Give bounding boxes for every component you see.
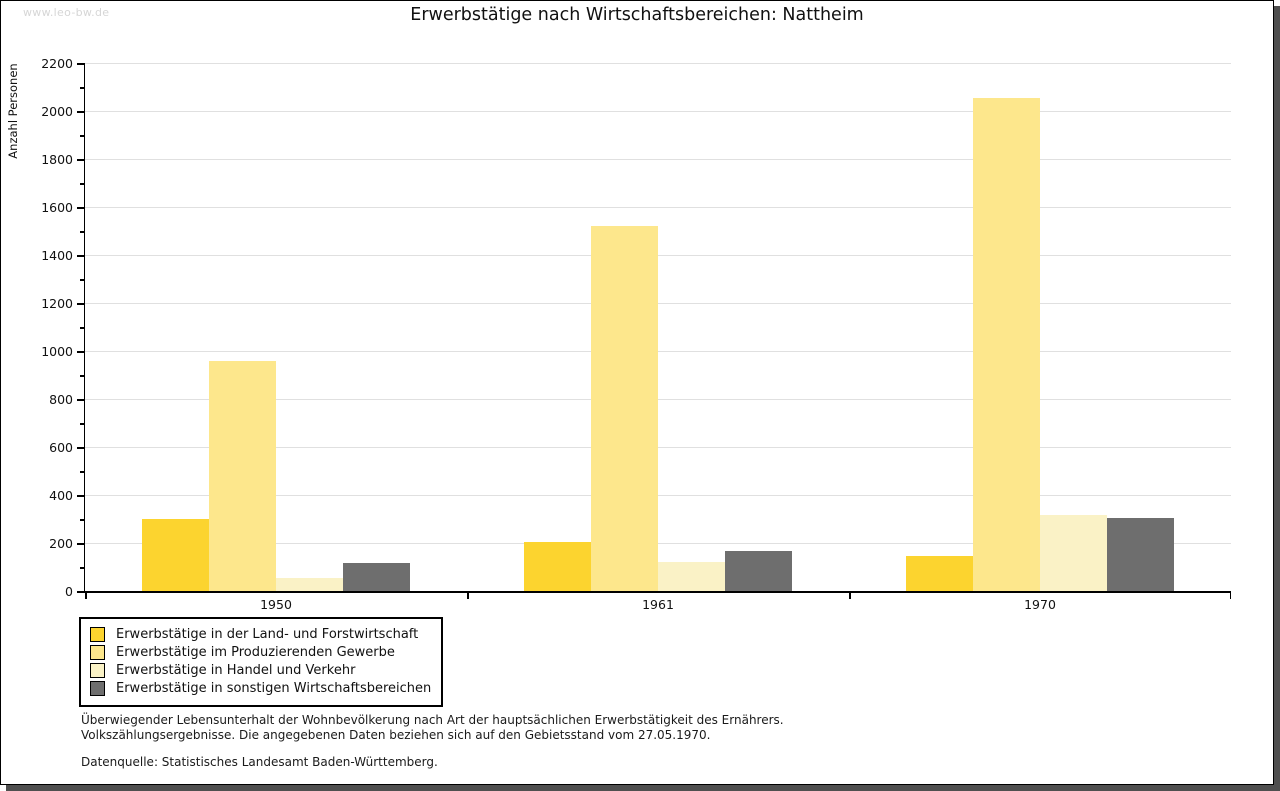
y-axis-tick (76, 447, 84, 449)
bar-1961-series-3 (658, 562, 725, 591)
y-axis-tick-label: 1400 (41, 248, 73, 263)
bar-1970-series-4 (1107, 517, 1174, 591)
footnote-line: Volkszählungsergebnisse. Die angegebenen… (81, 727, 711, 742)
legend-swatch-icon (90, 645, 105, 660)
y-axis-tick (76, 495, 84, 497)
bar-1961-series-2 (591, 226, 658, 591)
data-source: Datenquelle: Statistisches Landesamt Bad… (81, 755, 438, 769)
y-axis-minor-tick (79, 279, 84, 281)
gridline (85, 543, 1231, 544)
legend-item-label: Erwerbstätige im Produzierenden Gewerbe (116, 645, 395, 660)
bar-1950-series-3 (276, 577, 343, 591)
y-axis-tick-label: 400 (49, 488, 73, 503)
gridline (85, 111, 1231, 112)
y-axis-tick-label: 200 (49, 536, 73, 551)
x-axis-tick (849, 591, 851, 599)
y-axis-tick (76, 63, 84, 65)
y-axis-minor-tick (79, 471, 84, 473)
y-axis-tick-label: 2200 (41, 56, 73, 71)
x-axis-tick (467, 591, 469, 599)
bar-1970-series-2 (973, 97, 1040, 591)
gridline (85, 159, 1231, 160)
x-axis-tick-label: 1970 (1024, 597, 1056, 612)
legend-item-label: Erwerbstätige in Handel und Verkehr (116, 663, 356, 678)
bar-1961-series-4 (725, 551, 792, 591)
y-axis-line (83, 63, 85, 593)
y-axis-tick-label: 600 (49, 440, 73, 455)
y-axis-minor-tick (79, 183, 84, 185)
bar-chart-plot-area: 1950 1961 1970 0 200 400 600 800 1000 1200 1400 160… (1, 1, 1273, 621)
y-axis-tick (76, 351, 84, 353)
legend-swatch-icon (90, 681, 105, 696)
y-axis-tick (76, 207, 84, 209)
y-axis-tick-label: 0 (65, 584, 73, 599)
y-axis-tick (76, 543, 84, 545)
bar-1961-series-1 (524, 541, 591, 591)
y-axis-tick-label: 1200 (41, 296, 73, 311)
legend: Erwerbstätige in der Land- und Forstwirt… (79, 617, 444, 707)
legend-item: Erwerbstätige im Produzierenden Gewerbe (90, 645, 431, 660)
y-axis-minor-tick (79, 231, 84, 233)
bar-1950-series-1 (142, 519, 209, 591)
bar-1950-series-4 (343, 563, 410, 591)
x-axis-line (83, 591, 1231, 593)
x-axis-tick (85, 591, 87, 599)
y-axis-minor-tick (79, 327, 84, 329)
y-axis-tick (76, 399, 84, 401)
gridline (85, 399, 1231, 400)
y-axis-tick (76, 159, 84, 161)
footnote: Überwiegender Lebensunterhalt der Wohnbe… (81, 713, 784, 770)
bar-1970-series-1 (906, 556, 973, 591)
x-axis-tick-label: 1950 (260, 597, 292, 612)
y-axis-tick-label: 800 (49, 392, 73, 407)
y-axis-tick-label: 1000 (41, 344, 73, 359)
x-axis-tick-label: 1961 (642, 597, 674, 612)
legend-item: Erwerbstätige in der Land- und Forstwirt… (90, 627, 431, 642)
y-axis-tick (76, 303, 84, 305)
gridline (85, 63, 1231, 64)
gridline (85, 207, 1231, 208)
y-axis-tick-label: 1600 (41, 200, 73, 215)
gridline (85, 447, 1231, 448)
gridline (85, 351, 1231, 352)
y-axis-tick (76, 111, 84, 113)
gridline (85, 495, 1231, 496)
legend-swatch-icon (90, 627, 105, 642)
gridline (85, 255, 1231, 256)
y-axis-tick-label: 2000 (41, 104, 73, 119)
legend-swatch-icon (90, 663, 105, 678)
legend-item-label: Erwerbstätige in sonstigen Wirtschaftsbe… (116, 681, 432, 696)
bar-1970-series-3 (1040, 515, 1107, 591)
legend-item: Erwerbstätige in sonstigen Wirtschaftsbe… (90, 681, 431, 696)
y-axis-tick (76, 591, 84, 593)
watermark: www.leo-bw.de (23, 6, 110, 19)
gridline (85, 303, 1231, 304)
y-axis-minor-tick (79, 519, 84, 521)
y-axis-minor-tick (79, 423, 84, 425)
x-axis-tick (1229, 591, 1231, 599)
legend-item-label: Erwerbstätige in der Land- und Forstwirt… (116, 627, 419, 642)
y-axis-minor-tick (79, 375, 84, 377)
footnote-line: Überwiegender Lebensunterhalt der Wohnbe… (81, 713, 784, 727)
y-axis-tick-label: 1800 (41, 152, 73, 167)
chart-title: Erwerbstätige nach Wirtschaftsbereichen:… (410, 5, 864, 25)
y-axis-minor-tick (79, 87, 84, 89)
y-axis-minor-tick (79, 567, 84, 569)
y-axis-minor-tick (79, 135, 84, 137)
bar-1950-series-2 (209, 360, 276, 591)
y-axis-tick (76, 255, 84, 257)
legend-item: Erwerbstätige in Handel und Verkehr (90, 663, 431, 678)
